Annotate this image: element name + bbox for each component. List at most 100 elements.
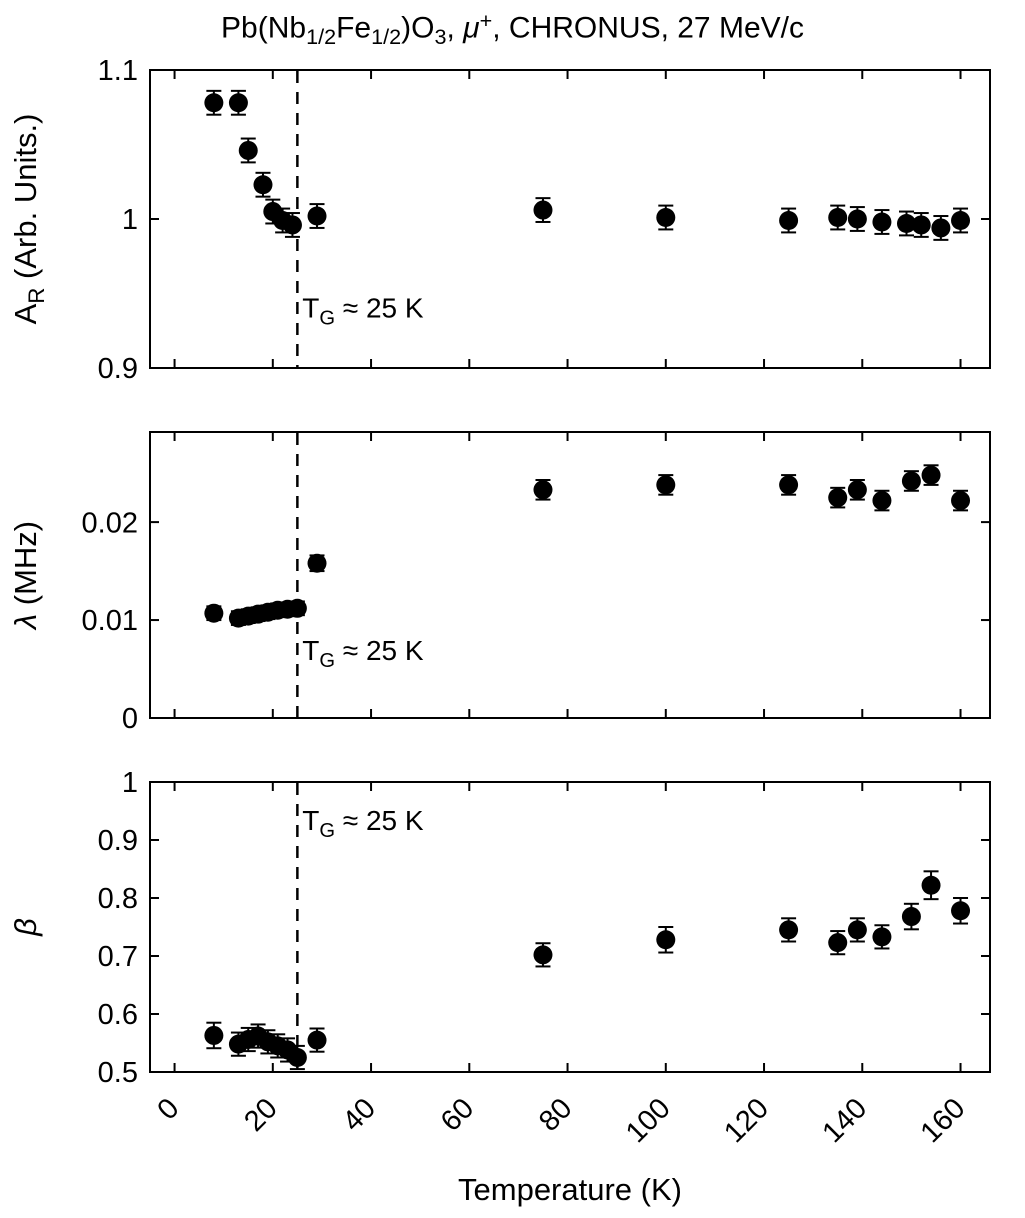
marker-circle bbox=[828, 488, 848, 508]
tg-annotation: TG ≈ 25 K bbox=[302, 292, 424, 329]
marker-circle bbox=[901, 471, 921, 491]
title-segment: μ bbox=[463, 11, 480, 45]
data-point bbox=[656, 926, 676, 954]
panel-lambda: 0 0.01 0.02 TG ≈ 25 K λ (MHz) bbox=[8, 431, 991, 735]
marker-circle bbox=[951, 901, 971, 921]
marker-circle bbox=[872, 927, 892, 947]
marker-circle bbox=[204, 603, 224, 623]
data-point bbox=[847, 478, 867, 501]
marker-circle bbox=[847, 480, 867, 500]
data-point bbox=[204, 89, 224, 116]
marker-circle bbox=[204, 93, 224, 113]
data-point bbox=[779, 474, 799, 496]
marker-circle bbox=[951, 210, 971, 230]
data-point bbox=[533, 942, 553, 968]
title-segment: , bbox=[446, 11, 464, 45]
data-point bbox=[951, 207, 971, 234]
marker-circle bbox=[921, 875, 941, 895]
data-point bbox=[951, 897, 971, 925]
y-tick-label: 1.1 bbox=[98, 55, 138, 87]
y-axis-label: AR (Arb. Units.) bbox=[8, 114, 49, 325]
tg-annotation: TG ≈ 25 K bbox=[302, 805, 424, 842]
y-tick-label: 0 bbox=[122, 703, 138, 735]
marker-circle bbox=[951, 491, 971, 511]
marker-circle bbox=[828, 933, 848, 953]
marker-circle bbox=[872, 491, 892, 511]
marker-circle bbox=[901, 907, 921, 927]
y-tick-label: 0.8 bbox=[98, 883, 138, 915]
x-tick-label: 0 bbox=[151, 1092, 185, 1126]
data-point bbox=[307, 203, 327, 229]
data-point bbox=[872, 209, 892, 235]
marker-circle bbox=[921, 465, 941, 485]
title-segment: Pb(Nb bbox=[221, 11, 307, 45]
data-point bbox=[253, 171, 273, 198]
y-tick-label: 0.9 bbox=[98, 353, 138, 385]
y-tick-label: 0.6 bbox=[98, 999, 138, 1031]
y-axis-label: λ (MHz) bbox=[8, 521, 43, 631]
data-point bbox=[872, 489, 892, 512]
title-segment: Fe bbox=[336, 11, 372, 45]
data-point bbox=[656, 474, 676, 496]
data-point bbox=[282, 212, 302, 238]
marker-circle bbox=[238, 140, 258, 160]
x-tick-label: 160 bbox=[915, 1092, 972, 1149]
data-point bbox=[656, 204, 676, 231]
marker-circle bbox=[307, 206, 327, 226]
data-point bbox=[287, 598, 307, 618]
marker-circle bbox=[931, 218, 951, 238]
data-point bbox=[931, 215, 951, 241]
marker-circle bbox=[228, 93, 248, 113]
data-point bbox=[779, 917, 799, 943]
marker-circle bbox=[287, 598, 307, 618]
data-point bbox=[307, 553, 327, 573]
x-axis-label: Temperature (K) bbox=[458, 1172, 682, 1207]
x-tick-label: 100 bbox=[620, 1092, 677, 1149]
y-tick-label: 0.01 bbox=[82, 605, 138, 637]
data-point bbox=[951, 489, 971, 512]
marker-circle bbox=[282, 215, 302, 235]
data-point bbox=[896, 210, 916, 237]
marker-circle bbox=[779, 475, 799, 495]
marker-circle bbox=[828, 208, 848, 228]
marker-circle bbox=[533, 480, 553, 500]
title-segment: + bbox=[479, 8, 493, 33]
data-point bbox=[287, 1044, 307, 1071]
title-segment: 1/2 bbox=[371, 23, 402, 49]
data-point bbox=[901, 902, 921, 931]
marker-circle bbox=[287, 1048, 307, 1067]
data-point bbox=[828, 486, 848, 509]
y-tick-label: 0.7 bbox=[98, 941, 138, 973]
y-tick-label: 1 bbox=[122, 767, 138, 799]
x-tick-label: 60 bbox=[435, 1092, 480, 1137]
tg-annotation: TG ≈ 25 K bbox=[302, 635, 424, 672]
marker-circle bbox=[307, 1030, 327, 1050]
y-tick-label: 0.02 bbox=[82, 507, 138, 539]
data-point bbox=[847, 206, 867, 232]
marker-circle bbox=[533, 200, 553, 220]
axes-box bbox=[149, 781, 991, 1073]
data-point bbox=[307, 1027, 327, 1053]
y-tick-label: 0.9 bbox=[98, 825, 138, 857]
chart-title: Pb(Nb1/2Fe1/2)O3, μ+, CHRONUS, 27 MeV/c bbox=[0, 8, 1025, 50]
data-point bbox=[828, 930, 848, 956]
data-point bbox=[204, 603, 224, 623]
axes-box bbox=[149, 431, 991, 719]
x-tick-label: 20 bbox=[238, 1092, 283, 1137]
data-point bbox=[238, 137, 258, 164]
y-tick-label: 1 bbox=[122, 204, 138, 236]
title-segment: )O bbox=[401, 11, 435, 45]
title-segment: 3 bbox=[434, 23, 447, 49]
title-segment: 1/2 bbox=[306, 23, 337, 49]
x-tick-label: 140 bbox=[816, 1092, 873, 1149]
data-point bbox=[872, 924, 892, 950]
data-point bbox=[533, 197, 553, 223]
x-tick-label: 80 bbox=[533, 1092, 578, 1137]
marker-circle bbox=[847, 209, 867, 229]
title-segment: , CHRONUS, 27 MeV/c bbox=[492, 11, 804, 45]
data-point bbox=[779, 207, 799, 234]
x-tick-label: 40 bbox=[337, 1092, 382, 1137]
data-point bbox=[921, 870, 941, 901]
marker-circle bbox=[656, 208, 676, 228]
